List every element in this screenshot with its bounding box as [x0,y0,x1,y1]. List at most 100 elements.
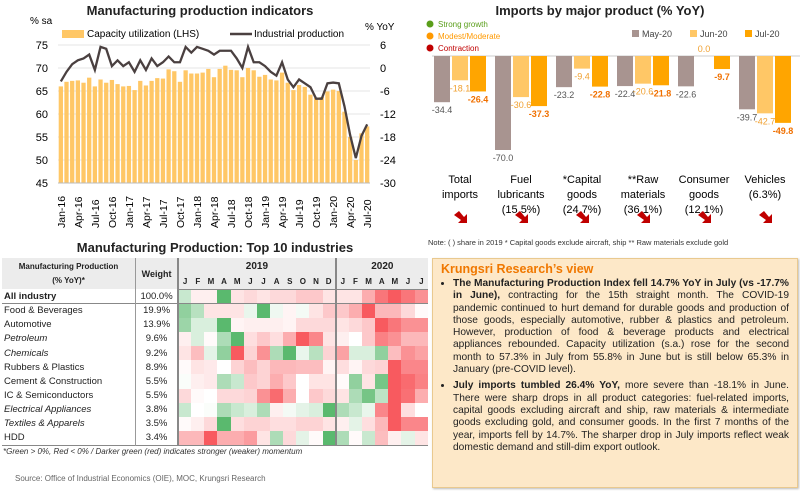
heatmap-cell [309,402,323,417]
heatmap-cell [270,345,284,361]
x-tick-label: Jan-17 [124,196,136,228]
import-bar [495,56,511,150]
heatmap-cell [348,345,363,361]
x-tick-label: Oct-18 [243,196,255,228]
heatmap-cell [243,331,257,346]
col-header-2020: 2020 [335,258,428,275]
heatmap-cell [335,345,349,361]
heatmap-cell [243,388,257,403]
col-header-name: Manufacturing Production [18,261,119,271]
capacity-bar [64,81,69,183]
capacity-bar [138,80,143,183]
capacity-bar [330,89,336,183]
heatmap-cell [191,388,205,403]
down-arrow-icon [454,211,467,223]
heatmap-cell [256,303,271,318]
category-label: materials [621,189,666,201]
heatmap-title: Manufacturing Production: Top 10 industr… [76,240,354,255]
y-right-tick-label: -30 [380,178,396,190]
capacity-bar [223,65,228,183]
bar-value-label: -26.4 [468,94,489,104]
month-header: M [362,275,376,290]
view-bullet-1-bold: The Manufacturing Production Index fell … [453,278,789,302]
category-label: *Capital [563,174,602,186]
heatmap-cell [401,303,415,318]
heatmap-cell [335,416,349,432]
y-right-tick-label: -12 [380,109,396,121]
heatmap-cell [401,345,415,361]
heatmap-cell [191,331,205,346]
heatmap-cell [283,303,297,318]
heatmap-cell [296,416,310,432]
heatmap-cell [217,303,231,318]
heatmap-cell [362,345,376,361]
heatmap-cell [375,289,389,304]
x-tick-label: Jul-19 [294,199,306,228]
bar-value-label: -9.4 [574,72,590,82]
import-bar [592,56,608,87]
heatmap-cell [375,374,389,389]
month-header: F [191,275,205,290]
col-header-weight: Weight [135,258,180,290]
research-view-box: Krungsri Research’s view The Manufacturi… [432,258,798,488]
industry-weight: 9.2% [135,345,180,361]
month-header: J [243,275,257,290]
month-header: O [296,275,310,290]
industry-name: Cement & Construction [2,374,137,389]
heatmap-cell [243,402,257,417]
heatmap-cell [283,360,297,375]
heatmap-cell [230,331,244,346]
capacity-bar [342,111,347,183]
heatmap-cell [322,374,337,389]
month-header: D [322,275,337,290]
heatmap-cell [362,331,376,346]
heatmap-cell [178,374,192,389]
heatmap-cell [270,289,284,304]
bar-value-label: -20.6 [633,87,654,97]
heatmap-cell [270,388,284,403]
import-bar [775,56,791,123]
capacity-bar [279,72,285,183]
legend-label: May-20 [642,29,672,39]
down-arrow-icon [515,211,528,223]
heatmap-cell [217,374,231,389]
capacity-bar [336,91,341,183]
category-label: Consumer [679,174,730,186]
heatmap-cell [348,303,363,318]
heatmap-cell [256,360,271,375]
heatmap-cell [204,289,218,304]
industry-weight: 5.5% [135,388,180,403]
capacity-bar [172,71,177,183]
capacity-bar [325,91,330,183]
capacity-bar [155,78,160,183]
heatmap-cell [243,345,257,361]
heatmap-cell [191,402,205,417]
heatmap-cell [230,374,244,389]
capacity-bar [81,82,86,183]
heatmap-cell [414,317,428,332]
capacity-bar [200,72,205,183]
heatmap-cell [283,416,297,432]
heatmap-cell [217,431,231,446]
y-left-tick-label: 50 [36,155,48,167]
heatmap-cell [414,289,428,304]
month-header: M [230,275,244,290]
capacity-bar [353,160,358,183]
heatmap-cell [283,388,297,403]
heatmap-cell [191,303,205,318]
heatmap-cell [375,360,389,375]
y-left-tick-label: 70 [36,63,48,75]
category-label: Vehicles [745,174,786,186]
import-bar [678,56,694,87]
capacity-bar [183,70,188,183]
heatmap-cell [204,431,218,446]
month-header: J [335,275,349,290]
x-tick-label: Jul-16 [90,199,102,228]
heatmap-cell [178,289,192,304]
heatmap-cell [401,388,415,403]
x-tick-label: Jan-16 [56,196,68,228]
x-tick-label: Jul-20 [362,199,374,228]
heatmap-cell [178,331,192,346]
capacity-bar [189,73,194,183]
heatmap-cell [322,317,337,332]
